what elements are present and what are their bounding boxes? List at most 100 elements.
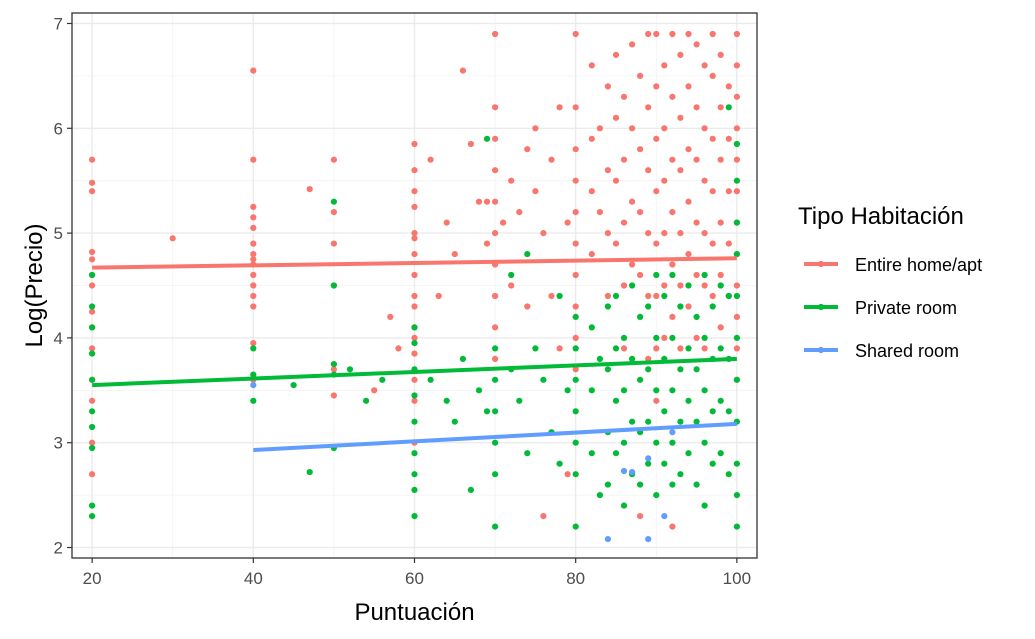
data-point [620, 282, 628, 289]
data-point [250, 382, 257, 389]
data-point [89, 444, 96, 452]
data-point [411, 418, 418, 425]
data-point [620, 219, 628, 226]
data-point [89, 248, 96, 256]
data-point [540, 230, 547, 237]
data-point [250, 371, 257, 378]
data-point [733, 282, 741, 289]
data-point [387, 313, 394, 320]
data-point [637, 209, 644, 216]
data-point [572, 345, 579, 352]
data-point [677, 303, 684, 310]
data-point [250, 214, 257, 221]
data-point [492, 439, 499, 446]
data-point [89, 303, 96, 310]
data-point [733, 492, 741, 499]
data-point [532, 125, 539, 132]
data-point [250, 282, 257, 289]
data-point [475, 198, 483, 205]
legend-key-point [817, 346, 825, 354]
data-point [604, 292, 612, 300]
data-point [693, 104, 700, 111]
x-tick-label: 20 [83, 569, 102, 588]
legend-key-point [817, 303, 825, 311]
data-point [330, 392, 337, 399]
data-point [89, 271, 96, 279]
data-point [733, 523, 741, 530]
data-point [701, 282, 708, 289]
data-point [516, 209, 523, 216]
data-point [669, 93, 676, 100]
legend-title: Tipo Habitación [798, 203, 964, 230]
data-point [677, 114, 684, 121]
data-point [669, 30, 676, 38]
data-point [363, 397, 370, 404]
data-point [701, 271, 708, 279]
data-point [411, 340, 418, 347]
data-point [725, 104, 732, 111]
data-point [411, 392, 418, 399]
data-point [733, 156, 741, 163]
data-point [483, 198, 491, 205]
data-point [500, 219, 507, 226]
data-point [89, 397, 96, 404]
data-point [250, 345, 257, 352]
data-point [693, 418, 700, 425]
data-point [733, 376, 741, 383]
data-point [411, 471, 418, 478]
data-point [733, 140, 741, 148]
data-point [717, 156, 724, 163]
data-point [604, 366, 612, 373]
data-point [733, 188, 741, 195]
data-point [725, 292, 732, 300]
data-point [492, 30, 499, 38]
data-point [733, 460, 741, 467]
data-point [451, 418, 458, 425]
data-point [524, 146, 531, 153]
data-point [89, 471, 96, 478]
data-point [653, 387, 660, 394]
data-point [483, 135, 491, 142]
data-point [709, 292, 716, 300]
data-point [250, 340, 257, 347]
data-point [677, 167, 684, 174]
data-point [604, 83, 612, 90]
data-point [492, 408, 499, 415]
legend-label: Private room [855, 298, 957, 318]
data-point [411, 450, 418, 457]
data-point [725, 188, 732, 195]
data-point [685, 397, 692, 404]
data-point [330, 240, 337, 247]
data-point [572, 334, 579, 341]
data-point [637, 271, 644, 279]
data-point [693, 481, 700, 488]
data-point [492, 135, 499, 142]
data-point [89, 439, 96, 446]
data-point [411, 230, 418, 237]
data-point [411, 350, 418, 357]
data-point [709, 188, 716, 195]
data-point [411, 140, 418, 148]
data-point [250, 203, 257, 210]
data-point [604, 303, 612, 310]
data-point [661, 334, 668, 341]
data-point [572, 439, 579, 446]
data-point [629, 418, 636, 425]
data-point [411, 271, 418, 279]
data-point [669, 313, 676, 320]
data-point [612, 292, 620, 300]
data-point [733, 30, 741, 38]
x-axis-title: Puntuación [354, 599, 474, 626]
data-point [250, 271, 257, 279]
data-point [346, 366, 354, 373]
data-point [620, 93, 628, 100]
data-point [564, 219, 571, 226]
data-point [411, 292, 418, 300]
data-point [411, 397, 418, 404]
legend-key-point [817, 260, 825, 268]
data-point [330, 282, 337, 289]
data-point [669, 271, 676, 279]
data-point [411, 324, 418, 331]
data-point [435, 292, 442, 300]
